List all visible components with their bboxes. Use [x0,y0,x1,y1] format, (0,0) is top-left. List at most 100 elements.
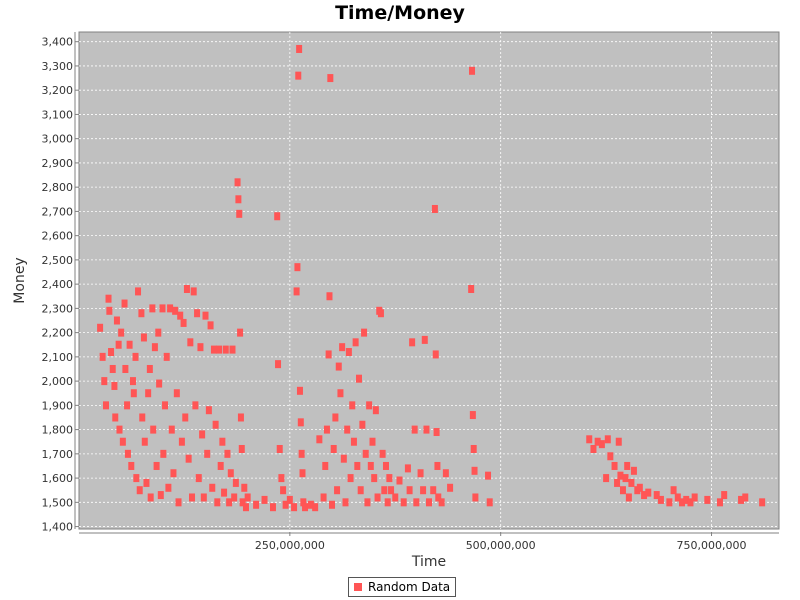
data-point [300,498,307,507]
data-point [716,498,723,507]
data-point [156,379,163,388]
data-point [431,204,438,213]
data-point [332,413,339,422]
data-point [157,491,164,500]
data-point [278,474,285,483]
data-point [645,488,652,497]
data-point [335,362,342,371]
data-point [167,304,174,313]
data-point [469,411,476,420]
data-point [323,425,330,434]
data-point [159,304,166,313]
data-point [234,178,241,187]
data-point [160,449,167,458]
data-point [670,486,677,495]
data-point [396,476,403,485]
data-point [183,284,190,293]
data-point [113,316,120,325]
data-point [364,498,371,507]
data-point [312,503,319,512]
data-point [469,66,476,75]
data-point [674,493,681,502]
data-point [347,474,354,483]
y-tick-label: 2,600 [42,230,74,243]
data-point [296,44,303,53]
data-point [224,449,231,458]
data-point [239,498,246,507]
data-point [115,340,122,349]
data-point [372,406,379,415]
data-point [241,483,248,492]
legend: Random Data [348,577,457,597]
data-point [135,287,142,296]
data-point [124,401,131,410]
data-point [173,389,180,398]
data-point [625,493,632,502]
data-point [400,498,407,507]
data-point [195,474,202,483]
data-point [197,343,204,352]
data-point [411,425,418,434]
data-point [468,284,475,293]
data-point [139,413,146,422]
data-point [607,452,614,461]
data-point [298,449,305,458]
data-point [340,454,347,463]
data-point [384,498,391,507]
data-point [434,461,441,470]
y-tick-label: 3,100 [42,108,74,121]
data-point [330,444,337,453]
data-point [598,440,605,449]
data-point [409,338,416,347]
data-point [205,406,212,415]
data-point [342,498,349,507]
data-point [316,435,323,444]
data-point [334,486,341,495]
data-point [192,401,199,410]
y-axis-label: Money [12,257,28,303]
data-point [617,471,624,480]
data-point [130,389,137,398]
data-point [126,340,133,349]
y-tick-label: 3,200 [42,84,74,97]
y-tick-label: 1,900 [42,399,74,412]
data-point [143,478,150,487]
data-point [628,478,635,487]
data-point [611,461,618,470]
data-point [180,318,187,327]
data-point [420,486,427,495]
data-point [150,425,157,434]
data-point [132,352,139,361]
data-point [344,425,351,434]
data-point [432,350,439,359]
data-point [229,345,236,354]
data-point [683,495,690,504]
data-point [379,449,386,458]
data-point [175,498,182,507]
data-point [178,437,185,446]
data-point [163,352,170,361]
data-point [381,486,388,495]
data-point [221,488,228,497]
data-point [102,401,109,410]
data-point [366,401,373,410]
data-point [214,498,221,507]
data-point [118,328,125,337]
data-point [200,493,207,502]
data-point [162,401,169,410]
data-point [182,413,189,422]
data-point [337,389,344,398]
y-tick-label: 2,800 [42,181,74,194]
data-point [276,444,283,453]
data-point [124,449,131,458]
data-point [374,493,381,502]
data-point [299,469,306,478]
data-point [691,493,698,502]
data-point [614,478,621,487]
data-point [417,469,424,478]
data-point [433,428,440,437]
data-point [227,469,234,478]
data-point [146,364,153,373]
data-point [357,486,364,495]
